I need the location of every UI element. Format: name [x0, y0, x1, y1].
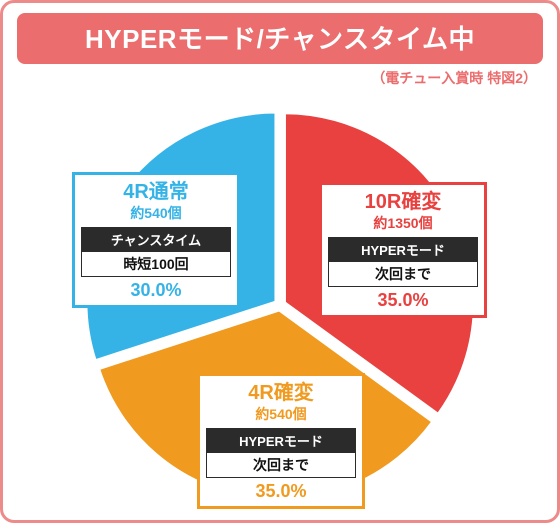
box-pct: 30.0%: [81, 280, 231, 301]
box-sub: 約540個: [206, 404, 356, 424]
box-4r-tsujo: 4R通常約540個チャンスタイム時短100回 30.0%: [72, 172, 240, 308]
box-pct: 35.0%: [328, 290, 478, 311]
subtitle-text: （電チュー入賞時 特図2）: [371, 70, 537, 86]
box-title: 4R確変: [206, 382, 356, 404]
box-mode: HYPERモード: [328, 237, 478, 262]
title-text: HYPERモード/チャンスタイム中: [85, 24, 475, 54]
box-cond: 時短100回: [81, 252, 231, 277]
box-10r: 10R確変約1350個 HYPERモード次回まで 35.0%: [319, 182, 487, 318]
box-mode: HYPERモード: [206, 428, 356, 453]
box-title: 10R確変: [328, 191, 478, 213]
box-cond: 次回まで: [206, 453, 356, 478]
box-mode: チャンスタイム: [81, 227, 231, 252]
box-pct: 35.0%: [206, 481, 356, 502]
box-sub: 約540個: [81, 203, 231, 223]
box-sub: 約1350個: [328, 213, 478, 233]
chart-area: 10R確変約1350個HYPERモード次回まで35.0%4R確変約540個HYP…: [17, 90, 543, 520]
chart-frame: HYPERモード/チャンスタイム中 （電チュー入賞時 特図2） 10R確変約13…: [0, 0, 560, 523]
subtitle: （電チュー入賞時 特図2）: [17, 68, 543, 88]
title-band: HYPERモード/チャンスタイム中: [17, 13, 543, 64]
box-4r-kaku: 4R確変約540個 HYPERモード次回まで 35.0%: [197, 373, 365, 509]
box-title: 4R通常: [81, 181, 231, 203]
box-cond: 次回まで: [328, 262, 478, 287]
